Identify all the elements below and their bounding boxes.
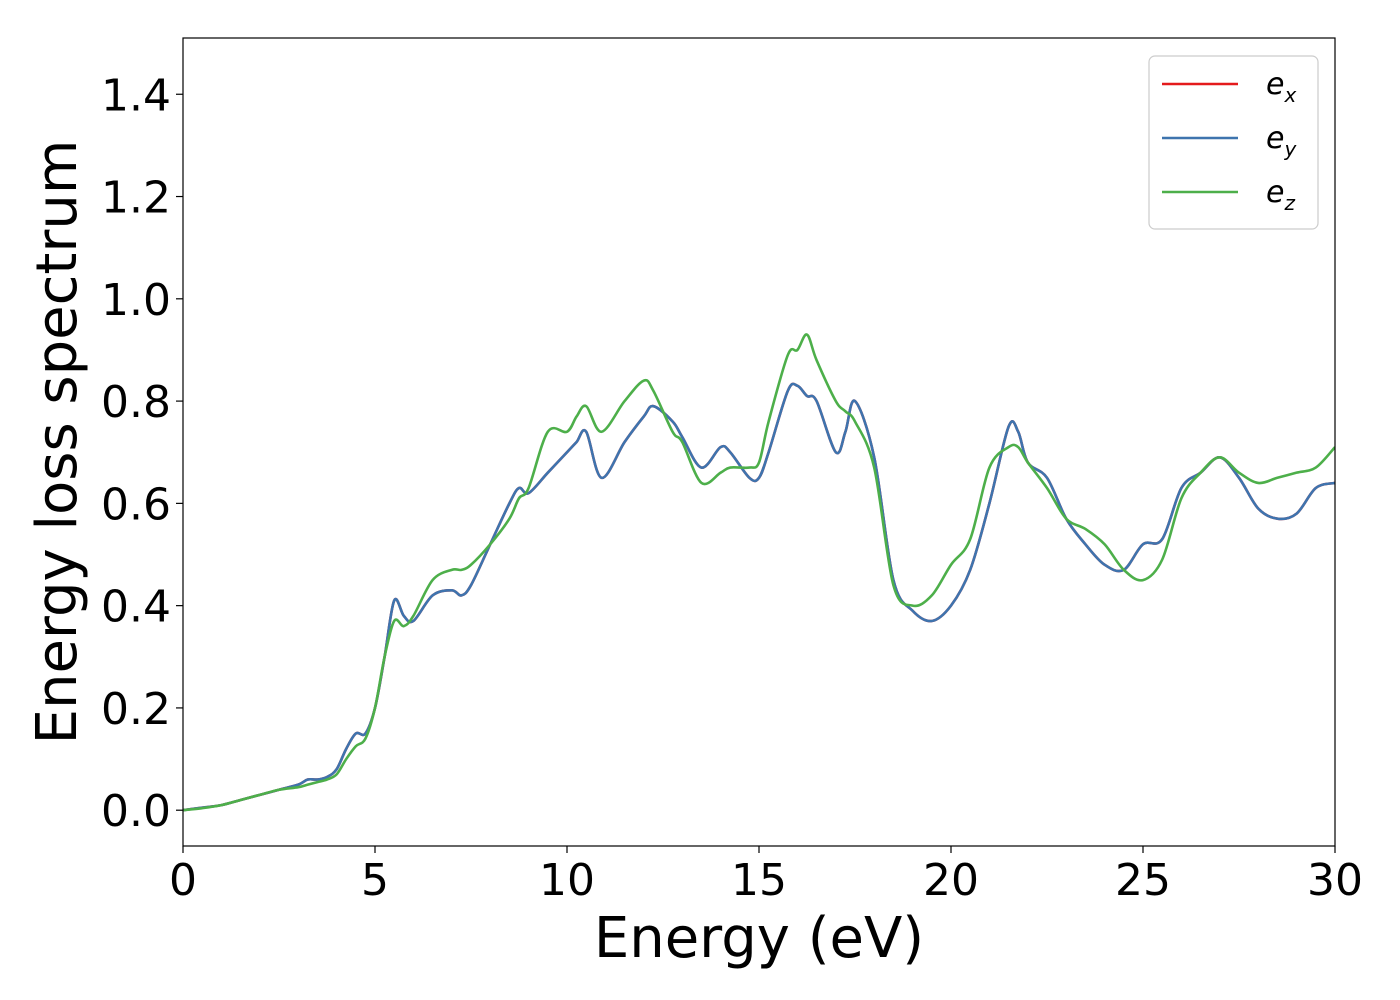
plot-area <box>183 333 1335 812</box>
y-axis: 0.0 0.2 0.4 0.6 0.8 1.0 1.2 1.4 <box>101 70 183 837</box>
y-tick-label: 0.0 <box>101 786 171 837</box>
legend-label-z: ez <box>1266 175 1295 215</box>
x-tick-label: 0 <box>169 855 197 906</box>
series-line-y <box>183 382 1335 812</box>
y-tick-label: 0.6 <box>101 479 171 530</box>
y-tick-label: 1.0 <box>101 275 171 326</box>
x-tick-label: 10 <box>539 855 595 906</box>
x-tick-label: 5 <box>361 855 389 906</box>
x-tick-label: 15 <box>731 855 787 906</box>
y-tick-label: 0.4 <box>101 582 171 633</box>
x-tick-label: 20 <box>923 855 979 906</box>
legend-box <box>1148 55 1319 230</box>
y-tick-label: 0.8 <box>101 377 171 428</box>
x-axis: 0 5 10 15 20 25 30 <box>169 846 1363 906</box>
series-line-z <box>183 333 1335 812</box>
y-tick-label: 0.2 <box>101 684 171 735</box>
y-axis-title: Energy loss spectrum <box>25 140 90 745</box>
x-axis-title: Energy (eV) <box>594 906 924 971</box>
y-tick-label: 1.2 <box>101 173 171 224</box>
y-tick-label: 1.4 <box>101 70 171 121</box>
x-tick-label: 25 <box>1115 855 1171 906</box>
x-tick-label: 30 <box>1307 855 1363 906</box>
